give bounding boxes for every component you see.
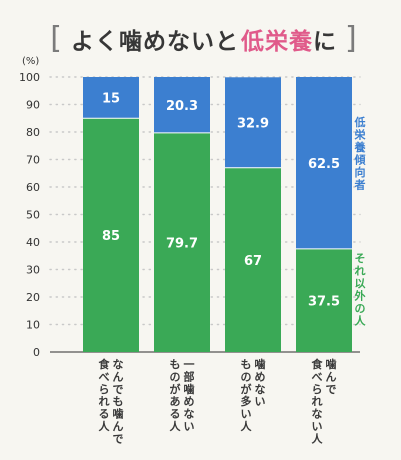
data-label-low-nutrition: 62.5 [308, 157, 340, 172]
category-label-char: 部 [184, 369, 195, 383]
category-label-char: れ [99, 395, 110, 408]
category-label-char: な [113, 358, 124, 371]
legend-others-char: の [355, 302, 366, 315]
bar-segment-others [225, 167, 281, 352]
legend-others-char: 以 [355, 277, 366, 290]
category-label-char: い [312, 420, 323, 433]
category-label-char: で [326, 383, 337, 396]
bar-segment-others [296, 248, 352, 352]
y-tick-label: 60 [26, 181, 40, 194]
category-label-char: な [312, 408, 323, 421]
category-label-char: が [170, 382, 181, 396]
category-label-char: で [113, 383, 124, 396]
legend-low-nutrition-char: 低 [354, 115, 366, 129]
bar-segment-low-nutrition [296, 77, 352, 249]
category-label-char: め [255, 370, 266, 383]
legend-others-char: そ [355, 252, 366, 265]
bar-segment-others [154, 132, 210, 352]
title-text-part3: に [313, 29, 337, 55]
bar-segment-low-nutrition [83, 77, 139, 119]
data-label-others: 67 [244, 254, 262, 269]
category-label-char: ん [113, 420, 124, 433]
category-label-char: べ [99, 370, 110, 383]
category-label-char: も [113, 395, 124, 408]
y-tick-label: 20 [26, 291, 40, 304]
category-label-char: 人 [241, 419, 253, 433]
bar-segment-others [83, 118, 139, 352]
legend-others-char: 人 [355, 314, 367, 328]
category-label-char: 噛 [255, 357, 266, 371]
category-label-char: 食 [99, 357, 111, 371]
category-label-char: る [170, 408, 181, 421]
category-label-char: い [255, 395, 266, 408]
category-label-char: べ [312, 370, 323, 383]
category-label-char: の [170, 370, 181, 383]
category-label-char: が [241, 382, 252, 396]
category-label-char: い [241, 408, 252, 421]
category-label-char: れ [312, 395, 323, 408]
y-tick-label: 50 [26, 209, 40, 222]
title-close-bracket: ] [345, 21, 358, 56]
category-label-char: い [184, 420, 195, 433]
data-label-others: 85 [102, 229, 120, 244]
legend-low-nutrition-char: 者 [354, 178, 366, 192]
category-label-char: ん [113, 370, 124, 383]
title-text-accent: 低栄養 [241, 29, 313, 55]
y-tick-label: 0 [33, 346, 40, 359]
category-label-char: で [113, 432, 124, 445]
category-label-char: な [184, 408, 195, 421]
category-label-char: も [241, 358, 252, 371]
legend-others-char: 外 [354, 289, 366, 303]
category-label-char: 多 [241, 394, 252, 408]
legend-low-nutrition-char: 傾 [354, 153, 367, 167]
data-label-others: 37.5 [308, 294, 340, 309]
category-label-char: 噛 [326, 357, 337, 371]
category-label-char: る [99, 408, 110, 421]
legend-others-char: れ [355, 265, 366, 278]
category-label-char: あ [170, 395, 181, 408]
y-tick-label: 70 [26, 154, 40, 167]
title-text-part1: よく噛めないと [71, 29, 239, 55]
data-label-low-nutrition: 32.9 [237, 117, 269, 132]
y-tick-label: 40 [26, 236, 40, 249]
chart-title: [ よく噛めないと 低栄養 に ] [44, 18, 364, 60]
legend-low-nutrition-char: 向 [355, 165, 366, 179]
data-label-others: 79.7 [166, 236, 198, 251]
y-tick-label: 10 [26, 319, 40, 332]
y-tick-label: 30 [26, 264, 40, 277]
y-tick-label: 100 [19, 71, 40, 84]
category-label-char: な [255, 383, 266, 396]
bar-segment-low-nutrition [154, 77, 210, 133]
category-label-char: 噛 [113, 407, 124, 421]
category-label-char: ん [326, 370, 337, 383]
bar-segment-low-nutrition [225, 77, 281, 168]
category-label-char: の [241, 370, 252, 383]
category-label-char: 一 [184, 358, 195, 371]
category-label-char: 食 [312, 357, 324, 371]
y-tick-label: 90 [26, 99, 40, 112]
title-open-bracket: [ [50, 21, 63, 56]
data-label-low-nutrition: 15 [102, 92, 120, 107]
category-label-char: ら [312, 383, 323, 396]
y-tick-label: 80 [26, 126, 40, 139]
data-label-low-nutrition: 20.3 [166, 99, 198, 114]
category-label-char: 人 [312, 431, 324, 445]
legend-low-nutrition-char: 栄 [354, 128, 367, 142]
category-label-char: 人 [170, 419, 182, 433]
category-label-char: も [170, 358, 181, 371]
category-label-char: ら [99, 383, 110, 396]
category-label-char: 人 [99, 419, 111, 433]
y-unit-label: (%) [22, 56, 39, 67]
category-label-char: め [184, 395, 195, 408]
category-label-char: 噛 [184, 382, 195, 396]
legend-low-nutrition-char: 養 [355, 140, 366, 154]
